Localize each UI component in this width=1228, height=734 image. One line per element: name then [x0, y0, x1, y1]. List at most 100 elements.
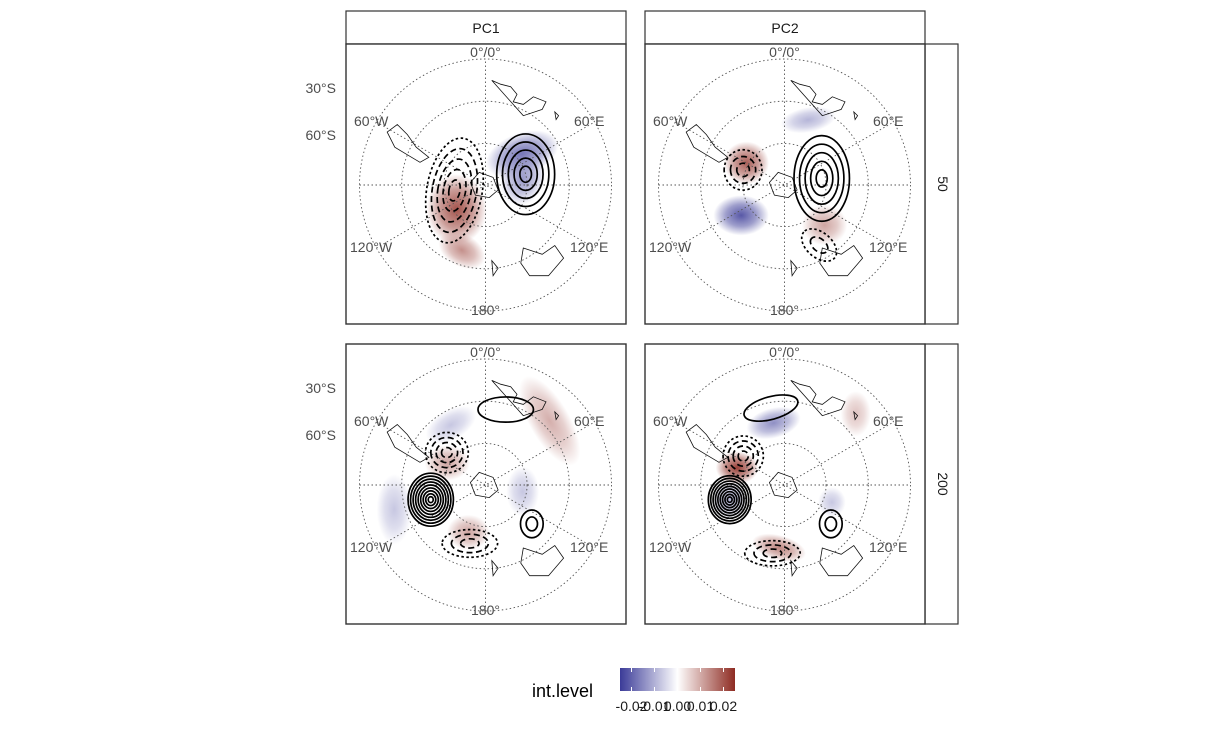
positive-contour [525, 516, 539, 532]
legend-tick-label: -0.02 [616, 698, 648, 714]
positive-contour [707, 474, 753, 525]
coastline [386, 423, 430, 463]
negative-anomaly-blob [818, 487, 846, 518]
lat-label-30s: 30°S [305, 380, 336, 396]
panel-border [345, 343, 627, 625]
panel-background [346, 44, 626, 324]
coastline [386, 123, 430, 163]
positive-contour [714, 482, 745, 517]
latitude-circle [658, 358, 911, 612]
negative-contour [459, 537, 480, 549]
legend-tick-label: -0.01 [639, 698, 671, 714]
negative-contour [442, 168, 467, 213]
negative-anomaly-blob [376, 474, 412, 545]
lon-label-120w: 120°W [350, 239, 393, 255]
positive-contour [501, 141, 550, 208]
facet-strip-top: PC2 [644, 10, 926, 45]
lon-label-120e: 120°E [570, 539, 608, 555]
negative-contour [743, 539, 802, 567]
legend-colorbar [620, 668, 735, 691]
positive-contour [409, 475, 452, 524]
legend-tick-label: 0.01 [687, 698, 714, 714]
contour-layer [723, 134, 851, 262]
negative-contour [429, 436, 464, 469]
facet-strip-right: 200 [924, 343, 959, 625]
panel-border [644, 43, 926, 325]
latitude-circle [658, 58, 911, 312]
positive-anomaly-blob [518, 376, 581, 466]
positive-contour [422, 490, 440, 510]
graticule [359, 358, 612, 612]
lon-label-120e: 120°E [869, 239, 907, 255]
panel-border [644, 343, 926, 625]
positive-contour [824, 516, 838, 532]
positive-contour [414, 481, 447, 519]
coastlines [386, 380, 565, 577]
coastline [685, 123, 729, 163]
latitude-circle [359, 358, 612, 612]
coastline [491, 259, 499, 277]
legend-tick-label: 0.00 [664, 698, 691, 714]
negative-anomaly-blob [780, 106, 836, 134]
anomaly-fill-layer [376, 376, 581, 551]
negative-contour [424, 431, 470, 474]
lon-label-60w: 60°W [354, 113, 389, 129]
lon-label-60e: 60°E [574, 113, 605, 129]
coastline [469, 471, 499, 499]
coastline [819, 244, 864, 277]
legend-title: int.level [532, 681, 593, 701]
negative-contour [732, 445, 755, 468]
coastline [819, 544, 864, 577]
coastline [520, 544, 565, 577]
positive-contour [513, 157, 539, 192]
lon-label-60e: 60°E [873, 113, 904, 129]
facet-strip-box [924, 343, 959, 625]
facet-strip-box [644, 10, 926, 45]
lat-label-60s: 60°S [305, 127, 336, 143]
negative-contour [424, 137, 485, 244]
coastline [768, 471, 798, 499]
negative-contour [729, 155, 757, 185]
lon-label-180: 180° [471, 302, 500, 318]
contour-layer [407, 396, 545, 559]
map-panel: 0°/0° 60°W 60°E 120°W 120°E 180° [345, 343, 627, 625]
latitude-circle [401, 100, 570, 270]
facet-strip-label: PC1 [472, 20, 499, 36]
coastlines [685, 80, 864, 277]
map-panel: 0°/0° 60°W 60°E 120°W 120°E 180° [644, 343, 926, 625]
map-panel: 0°/0° 60°W 60°E 120°W 120°E 180° [644, 43, 926, 325]
lon-label-60e: 60°E [574, 413, 605, 429]
coastline [790, 259, 798, 277]
positive-contour [804, 151, 840, 205]
lon-label-180: 180° [770, 302, 799, 318]
negative-contour [753, 544, 792, 563]
lon-label-60w: 60°W [354, 413, 389, 429]
positive-contour [712, 480, 748, 520]
positive-contour [726, 496, 733, 504]
lon-label-120e: 120°E [570, 239, 608, 255]
positive-contour [427, 495, 435, 504]
lon-label-60e: 60°E [873, 413, 904, 429]
positive-contour [721, 490, 738, 509]
positive-contour [798, 143, 845, 214]
lon-label-120w: 120°W [649, 239, 692, 255]
positive-contour [809, 160, 834, 197]
lon-label-0: 0°/0° [769, 44, 800, 60]
legend: int.level -0.02-0.010.000.010.02 [532, 668, 737, 714]
lon-label-60w: 60°W [653, 413, 688, 429]
facet-strip-label: PC2 [771, 20, 798, 36]
positive-anomaly-blob [438, 231, 486, 270]
negative-contour [435, 441, 459, 464]
coastline [491, 559, 499, 577]
negative-contour [735, 162, 751, 178]
positive-contour [407, 472, 455, 527]
positive-contour [818, 509, 844, 539]
latitude-circle [700, 100, 869, 270]
negative-contour [440, 446, 454, 459]
lon-label-0: 0°/0° [470, 344, 501, 360]
positive-contour [724, 493, 736, 506]
lat-label-60s: 60°S [305, 427, 336, 443]
coastline [520, 244, 565, 277]
negative-contour [436, 158, 473, 223]
